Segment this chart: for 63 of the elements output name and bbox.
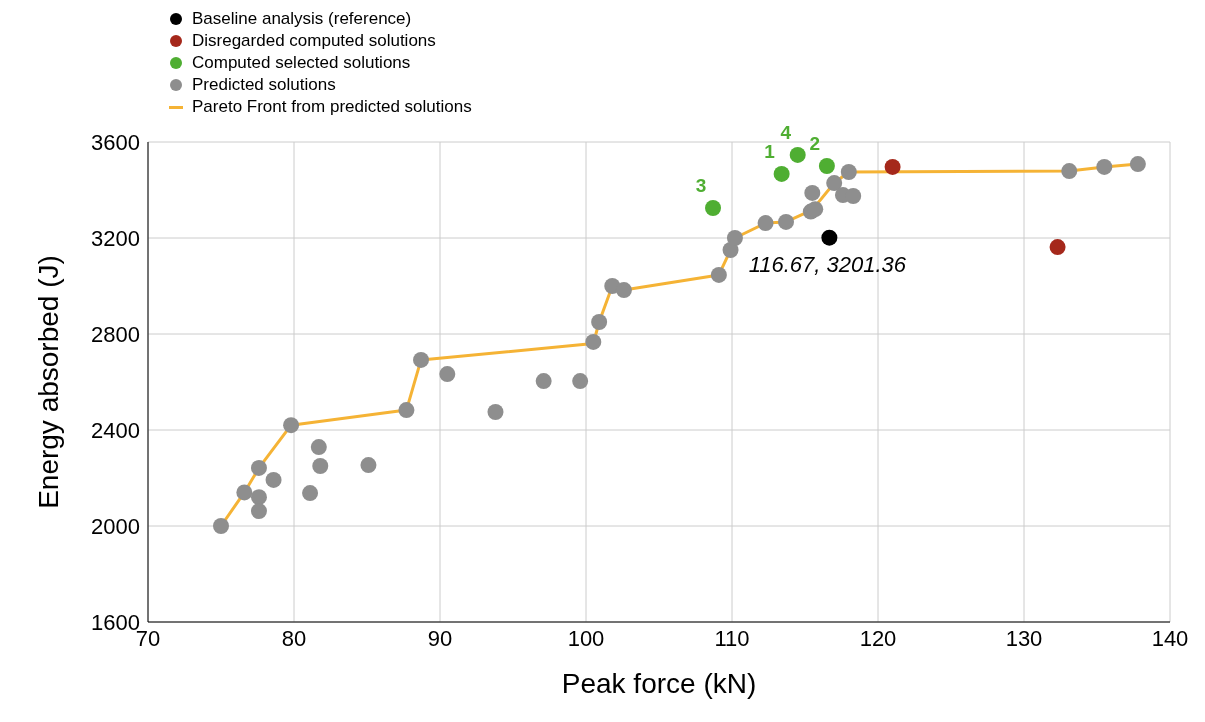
point <box>1129 156 1146 173</box>
x-tick-label: 140 <box>1151 625 1189 651</box>
point <box>840 164 857 180</box>
point <box>265 471 282 488</box>
y-tick-label: 3200 <box>91 225 140 251</box>
point <box>778 213 795 230</box>
point <box>572 373 589 390</box>
legend-label: Disregarded computed solutions <box>192 30 436 52</box>
y-tick-label: 2000 <box>91 513 140 539</box>
point <box>236 484 253 501</box>
point <box>821 229 838 246</box>
x-tick-label: 80 <box>281 625 307 651</box>
point <box>360 457 377 474</box>
point <box>710 266 727 283</box>
point <box>789 146 806 163</box>
point <box>398 402 415 419</box>
point <box>757 215 774 232</box>
x-tick-label: 110 <box>714 625 750 651</box>
point <box>213 518 229 534</box>
point <box>1049 239 1066 256</box>
point <box>818 158 835 174</box>
point <box>310 439 327 456</box>
point <box>535 373 552 390</box>
legend-label: Computed selected solutions <box>192 52 411 74</box>
point <box>804 184 821 201</box>
annotation: 2 <box>809 133 821 154</box>
annotation: 4 <box>780 121 792 143</box>
point <box>439 366 456 383</box>
y-tick-label: 3600 <box>91 129 140 155</box>
x-axis-title: Peak force (kN) <box>561 668 757 699</box>
point <box>1061 163 1078 180</box>
point <box>773 165 790 182</box>
point <box>250 459 267 476</box>
point <box>826 175 843 192</box>
annotation: 116.67, 3201.36 <box>748 251 907 277</box>
y-tick-label: 2800 <box>91 321 140 347</box>
point <box>884 158 901 175</box>
point <box>302 485 319 502</box>
point <box>615 282 632 299</box>
x-tick-label: 130 <box>1005 625 1043 651</box>
point <box>591 314 608 330</box>
x-tick-label: 90 <box>427 625 453 651</box>
x-tick-label: 120 <box>859 625 897 651</box>
point <box>845 188 862 204</box>
point <box>705 200 722 216</box>
point <box>807 201 824 218</box>
point <box>585 333 602 350</box>
point <box>726 230 743 246</box>
annotation: 3 <box>695 175 707 196</box>
annotation: 1 <box>764 140 776 162</box>
legend-label: Predicted solutions <box>192 74 336 96</box>
y-axis-title: Energy absorbed (J) <box>32 255 64 509</box>
point <box>487 404 504 420</box>
point <box>413 351 430 368</box>
point <box>250 489 267 506</box>
legend-label: Pareto Front from predicted solutions <box>192 96 472 118</box>
point <box>283 417 300 434</box>
x-tick-label: 100 <box>567 625 605 651</box>
y-tick-label: 2400 <box>91 417 140 443</box>
point <box>312 458 329 474</box>
point <box>250 503 267 520</box>
legend-label: Baseline analysis (reference) <box>192 8 412 30</box>
point <box>1096 158 1113 175</box>
